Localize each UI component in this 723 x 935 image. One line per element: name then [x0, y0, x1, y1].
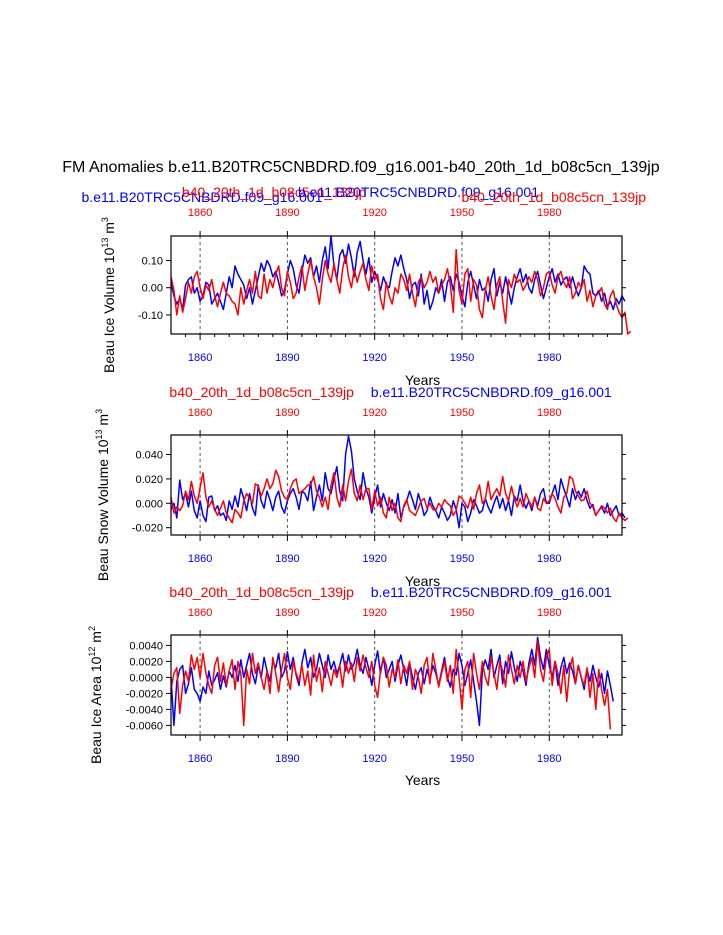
x-axis-label: Years — [405, 573, 440, 589]
y-tick-label: 0.0000 — [129, 672, 163, 684]
x-tick-label-bottom: 1950 — [450, 753, 474, 765]
series-line-blue — [170, 235, 626, 311]
x-tick-label-top: 1890 — [275, 207, 299, 219]
x-tick-label-bottom: 1950 — [450, 553, 474, 565]
panel-ice-area: -0.0060 -0.0040 -0.0020 0.0000 0.0020 0.0040 1… — [87, 584, 626, 788]
x-tick-label-bottom: 1860 — [188, 352, 212, 364]
y-tick-label: 0.0020 — [129, 656, 163, 668]
x-tick-label-bottom: 1980 — [537, 753, 561, 765]
series-line-blue — [170, 435, 626, 529]
y-axis-label: Beau Ice Area 1012 m2 — [87, 626, 104, 764]
x-axis-label: Years — [405, 772, 440, 788]
top-series-label: b.e11.B20TRC5CNBDRD.f09_g16.001 — [371, 584, 612, 600]
x-tick-label-top: 1950 — [450, 607, 474, 619]
series-line-red — [170, 248, 632, 335]
x-tick-label-top: 1950 — [450, 207, 474, 219]
x-tick-label-bottom: 1860 — [188, 753, 212, 765]
plot-frame — [170, 634, 623, 736]
x-tick-label-bottom: 1980 — [537, 553, 561, 565]
x-tick-label-bottom: 1920 — [362, 553, 386, 565]
x-tick-label-bottom: 1980 — [537, 352, 561, 364]
plot-frame — [170, 434, 623, 536]
x-tick-label-bottom: 1890 — [275, 352, 299, 364]
y-axis-label: Beau Ice Volume 1013 m3 — [100, 217, 117, 373]
top-series-label: b40_20th_1d_b08c5cn_139jp — [182, 184, 367, 200]
x-tick-label-top: 1920 — [362, 607, 386, 619]
y-tick-label: 0.040 — [135, 450, 163, 462]
y-tick-label: -0.0020 — [126, 688, 163, 700]
figure-title: FM Anomalies b.e11.B20TRC5CNBDRD.f09_g16… — [62, 159, 660, 176]
x-tick-label-top: 1860 — [188, 407, 212, 419]
x-tick-label-bottom: 1950 — [450, 352, 474, 364]
x-tick-label-bottom: 1860 — [188, 553, 212, 565]
x-tick-label-top: 1920 — [362, 207, 386, 219]
x-tick-label-bottom: 1890 — [275, 553, 299, 565]
y-tick-label: -0.0040 — [126, 704, 163, 716]
series-line-blue — [170, 636, 615, 727]
y-tick-label: 0.020 — [135, 474, 163, 486]
y-axis-label: Beau Snow Volume 1013 m3 — [94, 409, 111, 581]
x-tick-label-bottom: 1920 — [362, 352, 386, 364]
top-series-label: b40_20th_1d_b08c5cn_139jp — [462, 189, 647, 205]
x-tick-label-top: 1950 — [450, 407, 474, 419]
top-series-label: b.e11.B20TRC5CNBDRD.f09_g16.001 — [82, 189, 323, 205]
y-tick-label: 0.000 — [135, 498, 163, 510]
plot-frame — [170, 235, 623, 335]
x-axis-label: Years — [405, 372, 440, 388]
x-tick-label-top: 1890 — [275, 607, 299, 619]
y-tick-label: -0.10 — [138, 310, 163, 322]
x-tick-label-top: 1980 — [537, 407, 561, 419]
y-tick-label: 0.0040 — [129, 640, 163, 652]
x-tick-label-top: 1920 — [362, 407, 386, 419]
x-tick-label-bottom: 1890 — [275, 753, 299, 765]
panel-snow-volume: -0.020 0.000 0.020 0.040 1860 1860 1890 1890 192… — [94, 384, 629, 589]
x-tick-label-top: 1860 — [188, 607, 212, 619]
top-series-label: b.e11.B20TRC5CNBDRD.f09_g16.001 — [371, 384, 612, 400]
top-series-label: b40_20th_1d_b08c5cn_139jp — [169, 384, 354, 400]
series-line-red — [170, 640, 612, 730]
x-tick-label-bottom: 1920 — [362, 753, 386, 765]
y-tick-label: 0.00 — [142, 283, 163, 295]
top-series-label: b40_20th_1d_b08c5cn_139jp — [169, 584, 354, 600]
y-tick-label: -0.020 — [132, 523, 163, 535]
x-tick-label-top: 1860 — [188, 207, 212, 219]
y-tick-label: 0.10 — [142, 256, 163, 268]
x-tick-label-top: 1980 — [537, 207, 561, 219]
y-tick-label: -0.0060 — [126, 720, 163, 732]
x-tick-label-top: 1980 — [537, 607, 561, 619]
series-line-red — [170, 468, 629, 524]
top-series-label: b.e11.B20TRC5CNBDRD.f09_g16.001 — [298, 184, 539, 200]
panel-ice-volume: -0.10 0.00 0.10 1860 1860 1890 1890 1920 1920 195… — [82, 184, 647, 388]
x-tick-label-top: 1890 — [275, 407, 299, 419]
